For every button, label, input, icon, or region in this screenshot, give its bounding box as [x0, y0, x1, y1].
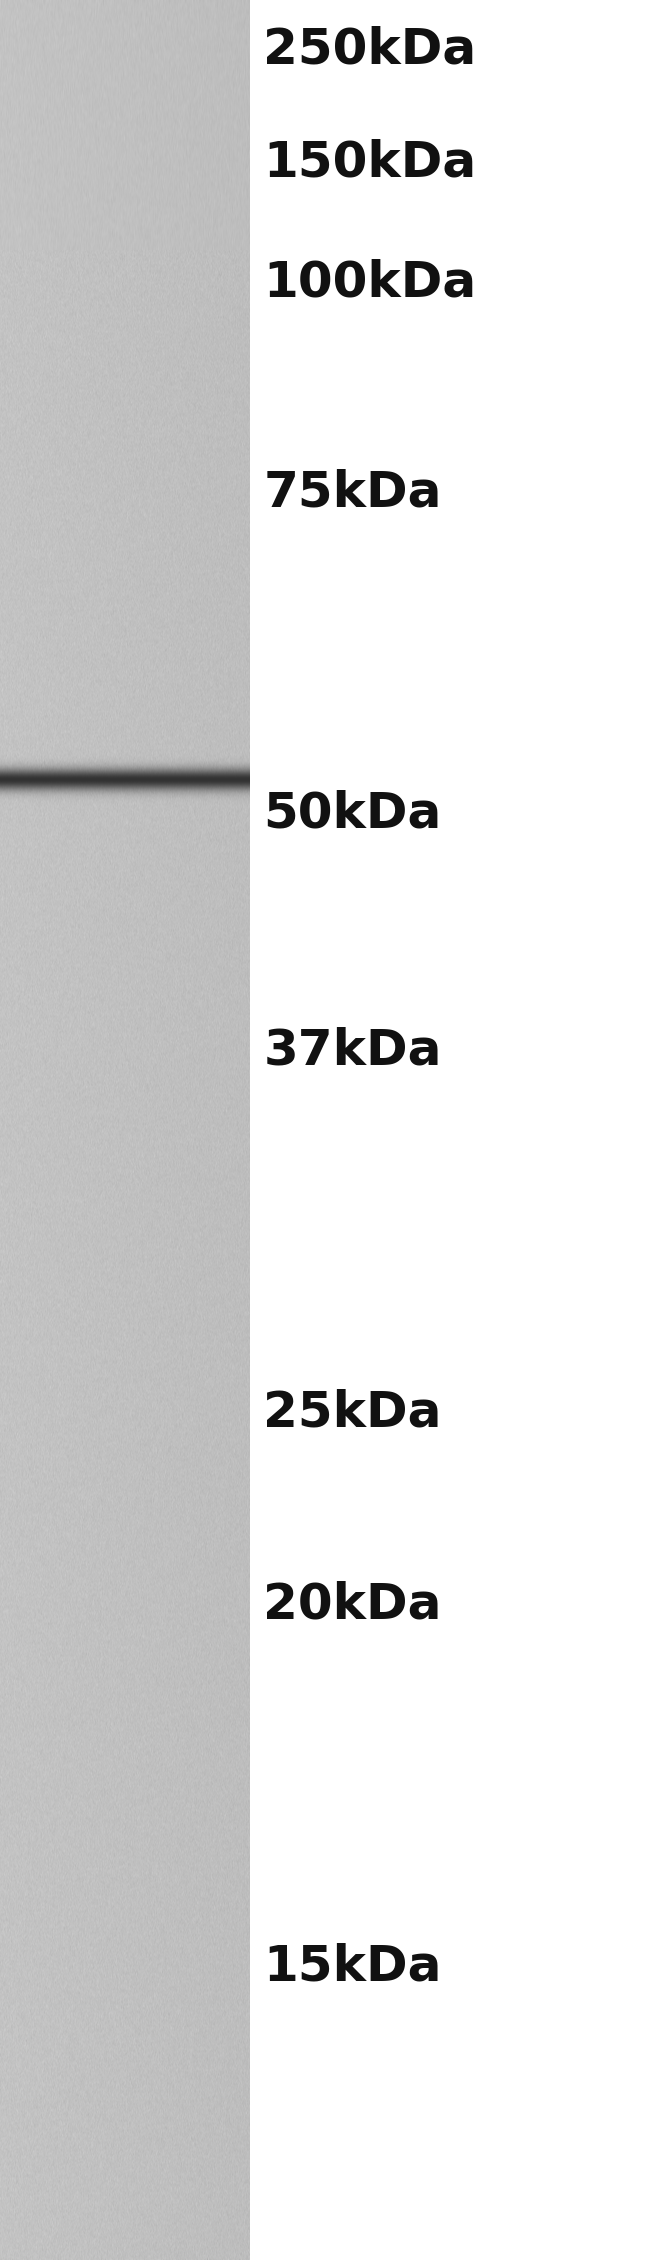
Text: 25kDa: 25kDa: [263, 1388, 441, 1437]
Text: 100kDa: 100kDa: [263, 258, 476, 307]
Text: 50kDa: 50kDa: [263, 789, 441, 838]
Text: 75kDa: 75kDa: [263, 468, 441, 518]
Text: 250kDa: 250kDa: [263, 25, 476, 75]
Text: 37kDa: 37kDa: [263, 1026, 441, 1076]
Text: 20kDa: 20kDa: [263, 1580, 441, 1629]
Text: 15kDa: 15kDa: [263, 1941, 441, 1991]
Text: 150kDa: 150kDa: [263, 138, 476, 188]
